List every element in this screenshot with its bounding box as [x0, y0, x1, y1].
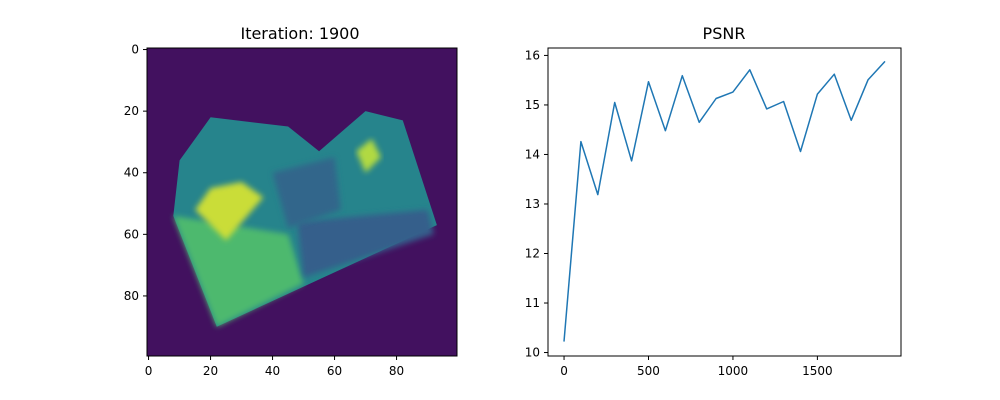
psnr-x-axis: 0 500 1000 1500	[560, 356, 833, 378]
heatmap-y-tick-label: 20	[124, 104, 139, 118]
heatmap-frame	[146, 47, 458, 357]
heatmap-region-left-face	[173, 215, 304, 327]
heatmap-x-tick-label: 40	[265, 364, 280, 378]
heatmap-image	[147, 48, 457, 356]
psnr-frame	[547, 47, 902, 357]
psnr-x-tick-label: 1000	[718, 364, 749, 378]
psnr-plot-area	[563, 60, 886, 342]
heatmap-region-bright-left-patch	[195, 182, 264, 241]
heatmap-y-tick-label: 40	[124, 166, 139, 180]
heatmap-panel: Iteration: 1900 0 20 40 60 80 0 20 40 60 80	[124, 24, 458, 378]
psnr-title: PSNR	[703, 24, 746, 43]
psnr-y-tick-label: 14	[525, 147, 540, 161]
psnr-y-tick-label: 10	[525, 346, 540, 360]
psnr-x-tick-label: 0	[560, 364, 568, 378]
heatmap-region-mid-shadow	[272, 157, 341, 229]
psnr-x-tick-label: 1500	[802, 364, 833, 378]
psnr-y-tick-label: 15	[525, 98, 540, 112]
heatmap-x-axis: 0 20 40 60 80	[145, 356, 404, 378]
heatmap-y-tick-label: 60	[124, 227, 139, 241]
heatmap-x-tick-label: 60	[327, 364, 342, 378]
heatmap-x-tick-label: 20	[203, 364, 218, 378]
psnr-y-tick-label: 13	[525, 197, 540, 211]
heatmap-y-tick-label: 80	[124, 289, 139, 303]
psnr-y-axis: 10 11 12 13 14 15 16	[525, 48, 548, 360]
psnr-panel: PSNR 0 500 1000 1500 10 11 12 13 14 15 16	[525, 24, 902, 378]
heatmap-region-dark-band	[297, 209, 434, 278]
psnr-y-tick-label: 12	[525, 246, 540, 260]
heatmap-region-bright-top-right	[356, 138, 382, 173]
psnr-series-line	[563, 60, 886, 342]
heatmap-y-tick-label: 0	[131, 43, 139, 57]
psnr-x-tick-label: 500	[637, 364, 660, 378]
heatmap-y-axis: 0 20 40 60 80	[124, 43, 147, 303]
heatmap-x-tick-label: 0	[145, 364, 153, 378]
psnr-y-tick-label: 11	[525, 296, 540, 310]
heatmap-title: Iteration: 1900	[240, 24, 359, 43]
heatmap-x-tick-label: 80	[389, 364, 404, 378]
psnr-y-tick-label: 16	[525, 48, 540, 62]
